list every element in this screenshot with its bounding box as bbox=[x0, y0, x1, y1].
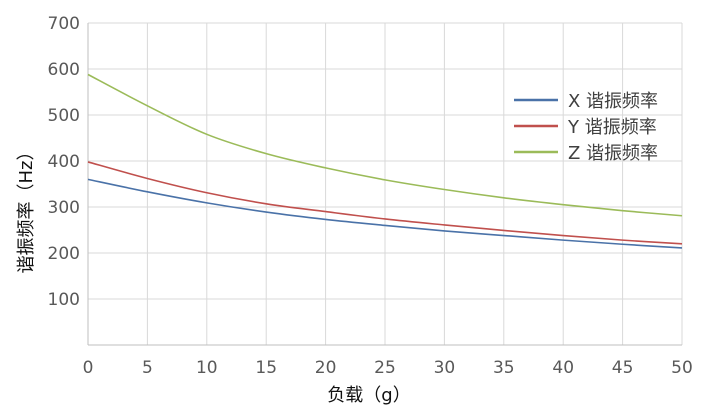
x-tick-label: 25 bbox=[374, 358, 396, 378]
x-tick-label: 30 bbox=[434, 358, 456, 378]
y-tick-label: 500 bbox=[48, 106, 80, 126]
x-tick-label: 45 bbox=[612, 358, 634, 378]
x-tick-label: 50 bbox=[671, 358, 693, 378]
x-tick-label: 15 bbox=[255, 358, 277, 378]
series-line-z bbox=[87, 73, 683, 217]
y-tick-label: 400 bbox=[48, 152, 80, 172]
x-axis-title: 负载（g） bbox=[327, 385, 410, 406]
tick-labels: 0 5 10 15 20 25 30 35 40 45 50 100 200 300 400 500 600 70… bbox=[48, 14, 693, 378]
legend-label-y: Y 谐振频率 bbox=[567, 117, 657, 138]
legend-label-z: Z 谐振频率 bbox=[568, 143, 658, 164]
y-tick-label: 100 bbox=[48, 290, 80, 310]
y-tick-label: 300 bbox=[48, 198, 80, 218]
x-tick-label: 35 bbox=[493, 358, 515, 378]
x-tick-label: 40 bbox=[552, 358, 574, 378]
x-tick-label: 10 bbox=[196, 358, 218, 378]
grid bbox=[88, 22, 683, 345]
x-tick-label: 5 bbox=[142, 358, 153, 378]
legend: X 谐振频率 Y 谐振频率 Z 谐振频率 bbox=[514, 91, 658, 164]
x-tick-label: 0 bbox=[83, 358, 94, 378]
y-tick-label: 600 bbox=[48, 60, 80, 80]
x-tick-label: 20 bbox=[315, 358, 337, 378]
legend-label-x: X 谐振频率 bbox=[568, 91, 658, 112]
series-lines bbox=[87, 73, 683, 249]
axes bbox=[87, 23, 682, 346]
y-tick-label: 700 bbox=[48, 14, 80, 34]
y-tick-label: 200 bbox=[48, 244, 80, 264]
series-line-y bbox=[87, 161, 683, 245]
y-axis-title: 谐振频率（Hz） bbox=[16, 143, 37, 274]
series-line-x bbox=[87, 178, 683, 249]
